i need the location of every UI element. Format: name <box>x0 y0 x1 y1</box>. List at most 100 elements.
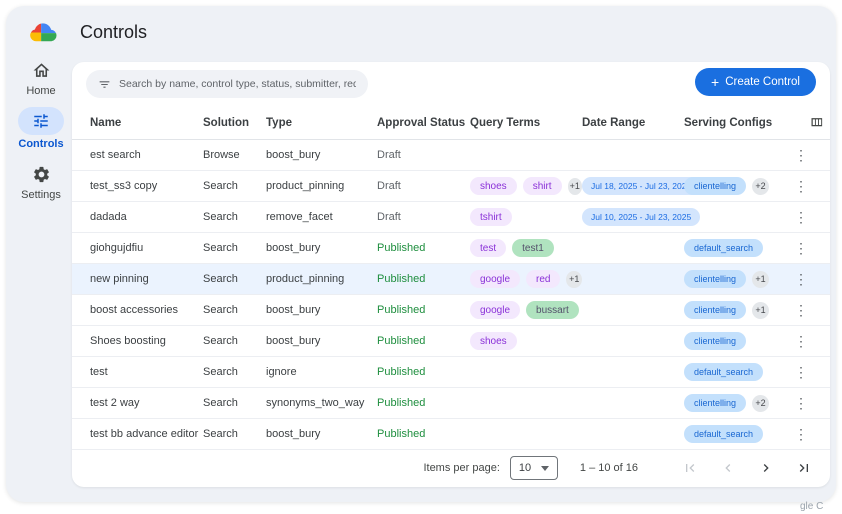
toolbar: + Create Control <box>72 62 830 106</box>
row-query-terms: shoes shirt +1 <box>470 177 582 195</box>
row-name: test <box>90 366 108 378</box>
kebab-menu-icon[interactable]: ⋮ <box>794 177 808 194</box>
chevron-right-icon <box>763 464 769 472</box>
row-query-terms: shoes <box>470 332 582 350</box>
kebab-menu-icon[interactable]: ⋮ <box>794 208 808 225</box>
sidebar-item-settings[interactable]: Settings <box>21 162 61 201</box>
kebab-menu-icon[interactable]: ⋮ <box>794 363 808 380</box>
kebab-menu-icon[interactable]: ⋮ <box>794 425 808 442</box>
column-header-date-range[interactable]: Date Range <box>582 116 646 129</box>
row-approval-status: Published <box>377 335 426 347</box>
row-type: boost_bury <box>266 428 321 440</box>
row-solution: Search <box>203 211 238 223</box>
column-header-approval-status[interactable]: Approval Status <box>377 116 466 129</box>
table-row[interactable]: new pinning Search product_pinning Publi… <box>72 264 830 295</box>
row-serving-configs: default_search <box>684 239 791 257</box>
table-header-row: Name Solution Type Approval Status Query… <box>72 106 830 140</box>
previous-page-button[interactable] <box>720 460 736 476</box>
sidebar: Home Controls Settings <box>6 58 76 201</box>
row-approval-status: Published <box>377 428 426 440</box>
pagination-bar: Items per page: 10 1 – 10 of 16 <box>72 450 830 486</box>
table-row[interactable]: test 2 way Search synonyms_two_way Publi… <box>72 388 830 419</box>
row-serving-configs: clientelling +2 <box>684 177 791 195</box>
row-serving-configs: default_search <box>684 425 791 443</box>
column-header-serving-configs[interactable]: Serving Configs <box>684 116 773 129</box>
row-name: test 2 way <box>90 397 140 409</box>
kebab-menu-icon[interactable]: ⋮ <box>794 146 808 163</box>
row-type: remove_facet <box>266 211 333 223</box>
row-serving-configs: clientelling <box>684 332 791 350</box>
serving-config-chip: clientelling <box>684 177 747 195</box>
row-solution: Search <box>203 242 238 254</box>
first-page-button[interactable] <box>682 460 698 476</box>
create-control-button[interactable]: + Create Control <box>695 68 816 96</box>
row-approval-status: Draft <box>377 211 401 223</box>
column-header-query-terms[interactable]: Query Terms <box>470 116 541 129</box>
first-page-icon <box>686 464 695 472</box>
row-solution: Search <box>203 180 238 192</box>
table-row[interactable]: test_ss3 copy Search product_pinning Dra… <box>72 171 830 202</box>
column-header-solution[interactable]: Solution <box>203 116 249 129</box>
row-approval-status: Published <box>377 304 426 316</box>
kebab-menu-icon[interactable]: ⋮ <box>794 270 808 287</box>
table-row[interactable]: boost accessories Search boost_bury Publ… <box>72 295 830 326</box>
row-name: Shoes boosting <box>90 335 166 347</box>
filter-list-icon <box>99 80 110 88</box>
kebab-menu-icon[interactable]: ⋮ <box>794 332 808 349</box>
row-name: est search <box>90 149 141 161</box>
google-cloud-logo <box>30 22 57 41</box>
row-name: giohgujdfiu <box>90 242 144 254</box>
kebab-menu-icon[interactable]: ⋮ <box>794 301 808 318</box>
create-control-label: Create Control <box>725 76 800 88</box>
row-type: boost_bury <box>266 304 321 316</box>
column-header-type[interactable]: Type <box>266 116 292 129</box>
date-range-chip: Jul 18, 2025 - Jul 23, 2025 <box>582 177 701 195</box>
kebab-menu-icon[interactable]: ⋮ <box>794 394 808 411</box>
query-term-chip: shoes <box>470 177 517 195</box>
controls-panel: + Create Control Name Solution Type Appr… <box>72 62 830 487</box>
row-name: new pinning <box>90 273 149 285</box>
column-header-name[interactable]: Name <box>90 116 122 129</box>
sidebar-item-home[interactable]: Home <box>26 58 56 97</box>
row-type: product_pinning <box>266 273 345 285</box>
row-solution: Browse <box>203 149 240 161</box>
app-header: Controls <box>6 6 836 58</box>
chevron-left-icon <box>725 464 731 472</box>
row-query-terms: test test1 <box>470 239 582 257</box>
last-page-button[interactable] <box>796 460 812 476</box>
row-serving-configs: clientelling +1 <box>684 270 791 288</box>
view-columns-icon[interactable] <box>809 115 824 130</box>
row-name: dadada <box>90 211 127 223</box>
query-term-chip: google <box>470 301 521 319</box>
row-approval-status: Draft <box>377 180 401 192</box>
sidebar-item-controls[interactable]: Controls <box>18 107 64 150</box>
table-row[interactable]: Shoes boosting Search boost_bury Publish… <box>72 326 830 357</box>
serving-config-chip: clientelling <box>684 301 747 319</box>
row-solution: Search <box>203 428 238 440</box>
search-bar[interactable] <box>86 70 368 98</box>
sidebar-item-label: Settings <box>21 189 61 201</box>
row-type: ignore <box>266 366 297 378</box>
table-row[interactable]: dadada Search remove_facet Draft tshirt … <box>72 202 830 233</box>
query-term-chip: red <box>526 270 561 288</box>
page-size-select[interactable]: 10 <box>509 456 558 480</box>
page-range-label: 1 – 10 of 16 <box>579 462 638 474</box>
table-row[interactable]: giohgujdfiu Search boost_bury Published … <box>72 233 830 264</box>
row-date-range: Jul 10, 2025 - Jul 23, 2025 <box>582 208 701 226</box>
search-input[interactable] <box>119 78 356 90</box>
table-row[interactable]: est search Browse boost_bury Draft ⋮ <box>72 140 830 171</box>
serving-config-chip: default_search <box>684 363 764 381</box>
date-range-chip: Jul 10, 2025 - Jul 23, 2025 <box>582 208 701 226</box>
next-page-button[interactable] <box>758 460 774 476</box>
table-row[interactable]: test Search ignore Published default_sea… <box>72 357 830 388</box>
row-type: synonyms_two_way <box>266 397 365 409</box>
row-query-terms: google red +1 <box>470 270 582 288</box>
kebab-menu-icon[interactable]: ⋮ <box>794 239 808 256</box>
table-row[interactable]: test bb advance editor Search boost_bury… <box>72 419 830 450</box>
row-serving-configs: clientelling +2 <box>684 394 791 412</box>
row-type: product_pinning <box>266 180 345 192</box>
row-query-terms: tshirt <box>470 208 582 226</box>
page-title: Controls <box>80 21 148 42</box>
sidebar-item-label: Controls <box>18 138 64 150</box>
row-serving-configs: default_search <box>684 363 791 381</box>
